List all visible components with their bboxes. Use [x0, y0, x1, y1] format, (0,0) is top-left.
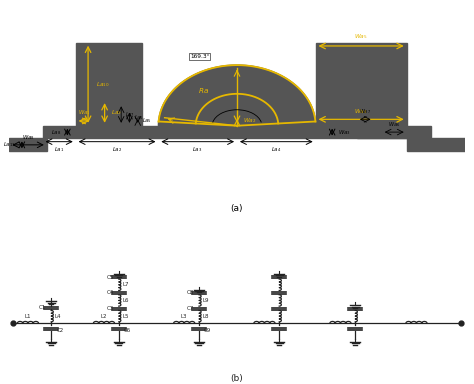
Text: L2: L2	[101, 314, 107, 319]
Text: L3: L3	[181, 314, 187, 319]
Text: C1: C1	[39, 306, 46, 311]
Text: (b): (b)	[231, 374, 243, 383]
Text: $Wa_1$: $Wa_1$	[78, 108, 90, 117]
Bar	[76, 43, 142, 126]
Text: $Wa_2$: $Wa_2$	[243, 116, 257, 126]
Text: L7: L7	[122, 282, 128, 287]
Text: C9: C9	[204, 328, 211, 333]
Bar	[357, 126, 407, 139]
Bar	[316, 113, 407, 126]
Text: C5: C5	[107, 275, 114, 280]
Text: $La_6$: $La_6$	[134, 113, 144, 122]
Text: $La_7$: $La_7$	[125, 110, 135, 119]
Text: C7: C7	[187, 306, 194, 311]
Text: $Wa_4$: $Wa_4$	[354, 107, 368, 116]
Text: $Wa_3$: $Wa_3$	[338, 127, 351, 137]
Text: L5: L5	[122, 314, 128, 319]
Text: L9: L9	[202, 298, 209, 303]
Text: $La_{11}$: $La_{11}$	[3, 141, 16, 149]
Text: C2: C2	[56, 328, 64, 333]
Bar	[43, 126, 431, 139]
Text: $Wa_6$: $Wa_6$	[388, 120, 401, 129]
Text: $Ra$: $Ra$	[199, 86, 210, 95]
Text: $La_2$: $La_2$	[112, 146, 122, 154]
Text: L8: L8	[202, 314, 209, 319]
Text: C6: C6	[124, 328, 131, 333]
Text: $Wa_5$: $Wa_5$	[354, 32, 368, 41]
Bar	[407, 139, 465, 151]
Text: $La_5$: $La_5$	[142, 116, 152, 126]
Text: L4: L4	[55, 314, 61, 319]
Text: $La_4$: $La_4$	[271, 146, 282, 154]
Text: $La_1$: $La_1$	[54, 146, 64, 154]
Text: L6: L6	[122, 298, 128, 303]
Text: $La_3$: $La_3$	[192, 146, 203, 154]
Text: 169.3°: 169.3°	[190, 54, 210, 59]
Text: C8: C8	[187, 290, 194, 295]
Text: $Wa_7$: $Wa_7$	[359, 107, 371, 116]
Text: $La_{10}$: $La_{10}$	[96, 80, 110, 89]
Bar	[316, 43, 407, 113]
Bar	[9, 139, 47, 151]
Text: $Wa_8$: $Wa_8$	[22, 133, 35, 142]
Text: (a): (a)	[231, 204, 243, 213]
Text: C3: C3	[107, 306, 114, 311]
Text: C4: C4	[107, 290, 114, 295]
Text: $La_9$: $La_9$	[111, 109, 122, 118]
Text: L1: L1	[25, 314, 31, 319]
Text: $La_8$: $La_8$	[51, 127, 61, 137]
Polygon shape	[158, 65, 316, 126]
